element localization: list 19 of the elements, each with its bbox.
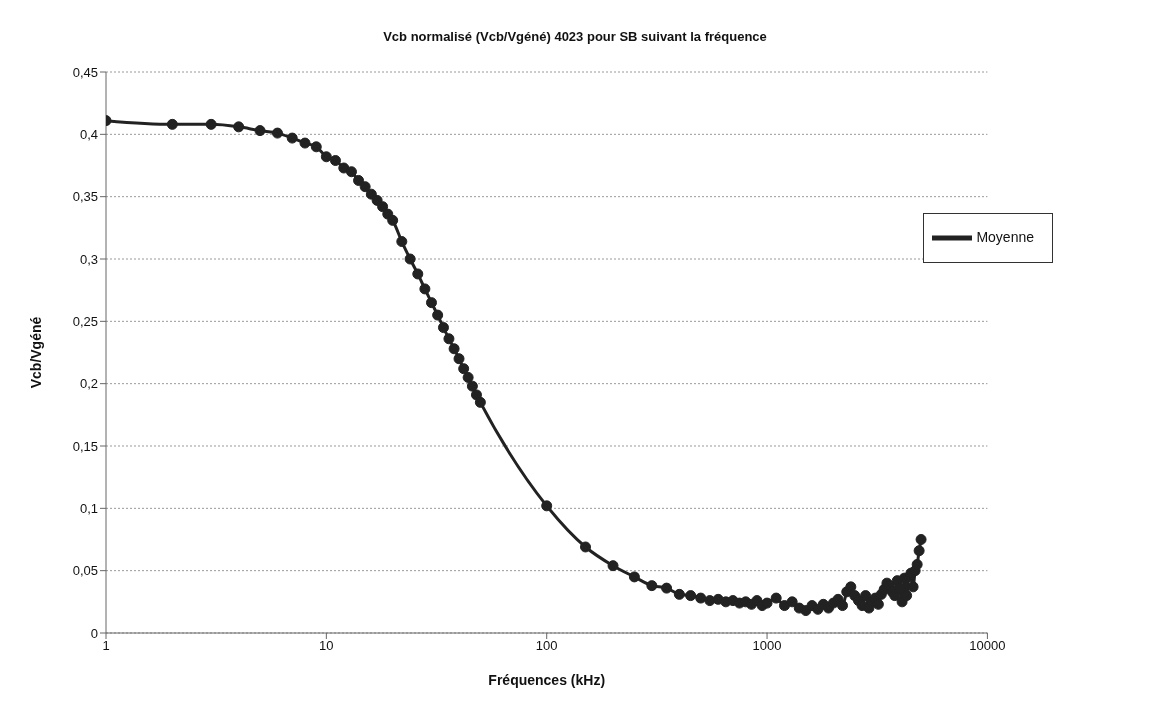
- chart-title: Vcb normalisé (Vcb/Vgéné) 4023 pour SB suivant la fréquence: [382, 28, 768, 46]
- y-tick-label: 0: [90, 625, 98, 641]
- y-tick-label: 0,25: [72, 313, 98, 329]
- y-axis-title: Vcb/Vgéné: [27, 316, 44, 389]
- x-tick-label: 10: [319, 638, 334, 654]
- y-tick-label: 0,3: [79, 251, 98, 267]
- y-tick-label: 0,05: [72, 563, 98, 579]
- y-tick-label: 0,45: [72, 64, 98, 80]
- x-axis-title: Fréquences (kHz): [488, 672, 606, 688]
- y-tick-label: 0,15: [72, 438, 98, 454]
- y-tick-label: 0,1: [79, 500, 98, 516]
- x-tick-label: 1000: [752, 638, 782, 654]
- y-tick-label: 0,4: [79, 126, 98, 142]
- x-tick-label: 1: [102, 638, 110, 654]
- legend-label: Moyenne: [976, 228, 1034, 245]
- x-tick-label: 10000: [969, 638, 1006, 654]
- x-tick-label: 100: [535, 638, 558, 654]
- y-tick-label: 0,35: [72, 189, 98, 205]
- y-tick-label: 0,2: [79, 376, 98, 392]
